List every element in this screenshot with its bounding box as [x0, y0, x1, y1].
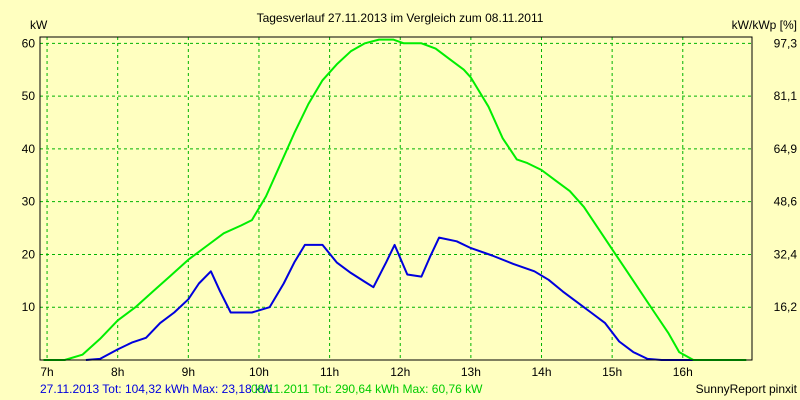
y-tick-label-left: 10: [22, 300, 36, 314]
x-tick-label: 13h: [461, 365, 481, 379]
x-tick-label: 16h: [673, 365, 693, 379]
y-tick-label-right: 32,4: [774, 247, 798, 261]
y-tick-label-right: 64,9: [774, 142, 798, 156]
y-tick-label-left: 40: [22, 142, 36, 156]
series-layer: [43, 38, 747, 361]
x-tick-label: 10h: [249, 365, 269, 379]
plot-frame: [39, 36, 753, 361]
x-tick-label: 9h: [182, 365, 195, 379]
y-tick-label-right: 48,6: [774, 195, 798, 209]
legend-series-1: 27.11.2013 Tot: 104,32 kWh Max: 23,18 kW: [40, 382, 273, 396]
y-tick-label-right: 81,1: [774, 89, 798, 103]
y-axis-right-label: kW/kWp [%]: [732, 18, 797, 32]
tick-labels: 7h 8h 9h 10h 11h 12h 13h 14h 15h 16h 10 16,2 20 32,4 3…: [22, 36, 798, 379]
y-tick-label-left: 30: [22, 195, 36, 209]
series-line-1: [85, 236, 694, 361]
x-tick-label: 7h: [40, 365, 53, 379]
grid: [40, 37, 752, 360]
y-tick-label-left: 50: [22, 89, 36, 103]
x-tick-label: 11h: [320, 365, 339, 379]
plot-border: [39, 36, 753, 361]
credit-text: SunnyReport pinxit: [696, 382, 798, 396]
series-line-2: [43, 38, 747, 361]
x-tick-label: 14h: [531, 365, 551, 379]
y-tick-label-left: 20: [22, 247, 36, 261]
x-tick-label: 12h: [390, 365, 410, 379]
x-tick-label: 15h: [602, 365, 622, 379]
y-tick-label-right: 97,3: [774, 36, 798, 50]
y-tick-label-right: 16,2: [774, 300, 798, 314]
legend-series-2: 08.11.2011 Tot: 290,64 kWh Max: 60,76 kW: [251, 382, 483, 396]
y-tick-label-left: 60: [22, 36, 36, 50]
chart-title: Tagesverlauf 27.11.2013 im Vergleich zum…: [257, 11, 544, 25]
x-tick-label: 8h: [111, 365, 124, 379]
y-axis-left-label: kW: [30, 18, 48, 32]
